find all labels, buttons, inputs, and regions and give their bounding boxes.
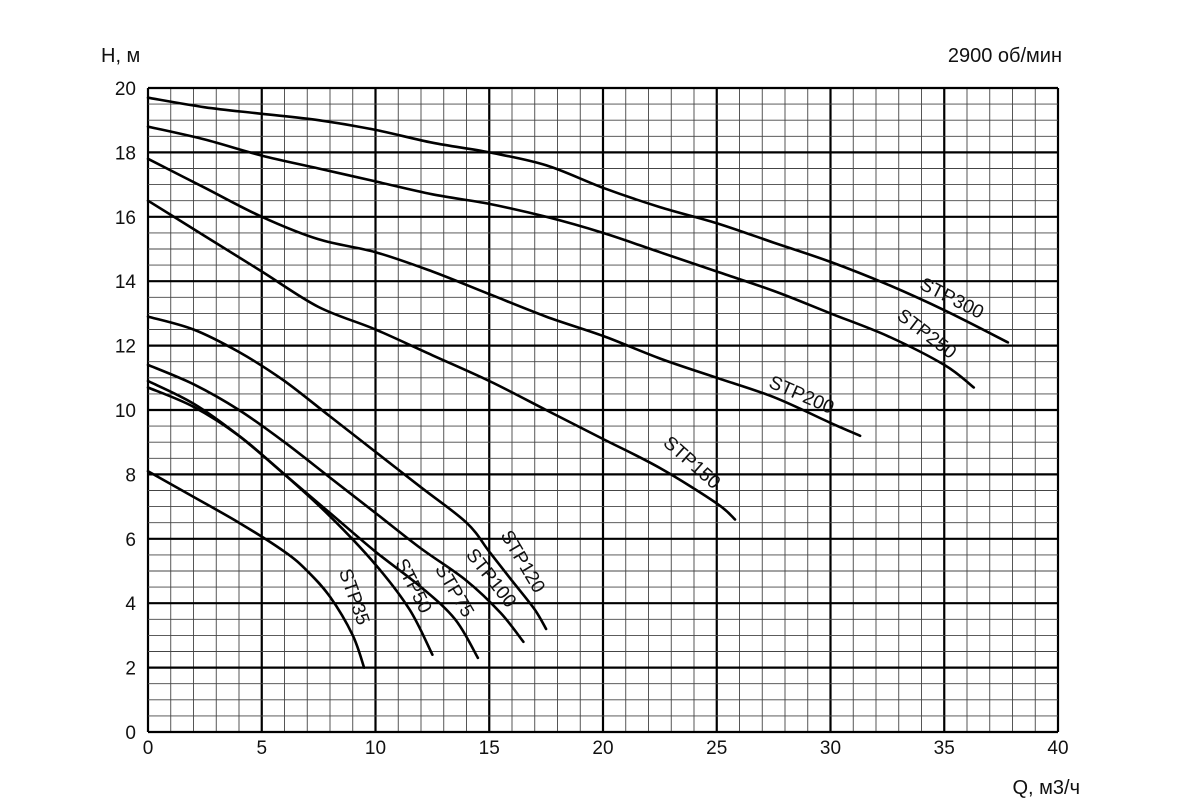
tick-labels: 0 5 10 15 20 25 30 35 40 0 2 4 6 8 10 12 14 16 18 20 [115,79,1069,759]
x-tick-label: 10 [365,738,386,759]
x-tick-label: 0 [143,738,154,759]
y-tick-label: 4 [125,594,136,615]
curve-stp50 [146,386,434,656]
y-tick-label: 16 [115,208,136,229]
y-tick-label: 10 [115,401,136,422]
curve-label-stp35: STP35 [334,566,373,628]
curve-stp75 [146,379,480,660]
curve-stp150 [146,199,737,521]
y-tick-label: 12 [115,337,136,358]
y-tick-label: 2 [125,659,136,680]
y-tick-label: 18 [115,143,136,164]
y-tick-label: 14 [115,272,137,293]
x-tick-label: 15 [479,738,500,759]
curve-label-stp50: STP50 [390,555,435,616]
y-tick-label: 20 [115,79,136,100]
curve-stp120 [146,315,548,631]
curve-label-stp200: STP200 [766,372,837,419]
x-tick-label: 30 [820,738,841,759]
speed-annotation: 2900 об/мин [948,45,1062,67]
y-tick-label: 8 [125,465,136,486]
curve-stp300 [146,96,1010,344]
x-tick-label: 40 [1047,738,1068,759]
pump-curves [146,96,1010,669]
curve-stp100 [146,363,525,644]
x-axis-title: Q, м3/ч [1012,777,1080,799]
curve-stp200 [146,157,862,438]
curve-stp250 [146,125,976,389]
x-tick-label: 5 [256,738,267,759]
grid [146,86,1060,734]
y-tick-label: 6 [125,530,136,551]
curve-label-stp150: STP150 [659,432,724,493]
y-tick-label: 0 [125,723,136,744]
x-tick-label: 20 [592,738,613,759]
curve-stp35 [146,469,366,669]
x-tick-label: 25 [706,738,727,759]
y-axis-title: H, м [101,45,140,67]
curve-labels: STP35 STP50STP75STP100STP120STP150STP200S… [334,274,987,628]
x-tick-label: 35 [934,738,955,759]
